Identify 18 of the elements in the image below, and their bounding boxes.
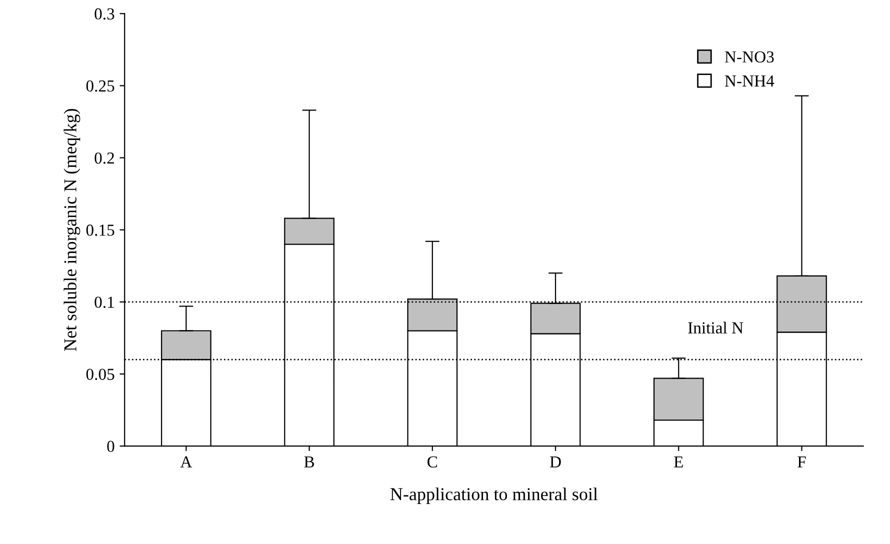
legend-label: N-NO3 — [724, 51, 774, 63]
x-tick-label: E — [674, 456, 683, 468]
y-tick-label: 0.05 — [86, 368, 114, 380]
y-tick-label: 0.2 — [94, 152, 114, 164]
annotation: Initial N — [688, 322, 744, 334]
y-tick-label: 0.15 — [86, 224, 114, 236]
y-tick-label: 0 — [107, 440, 114, 452]
y-axis-title: Net soluble inorganic N (meq/kg) — [64, 108, 80, 352]
x-tick-label: F — [798, 456, 806, 468]
y-tick-label: 0.1 — [94, 296, 114, 308]
x-tick-label: D — [550, 456, 561, 468]
y-tick-label: 0.25 — [86, 80, 114, 92]
legend-label: N-NH4 — [724, 75, 774, 86]
x-axis-title: N-application to mineral soil — [390, 488, 598, 504]
x-tick-label: C — [428, 456, 438, 468]
y-tick-label: 0.3 — [94, 8, 114, 20]
x-tick-label: B — [304, 456, 314, 468]
x-tick-label: A — [180, 456, 192, 468]
